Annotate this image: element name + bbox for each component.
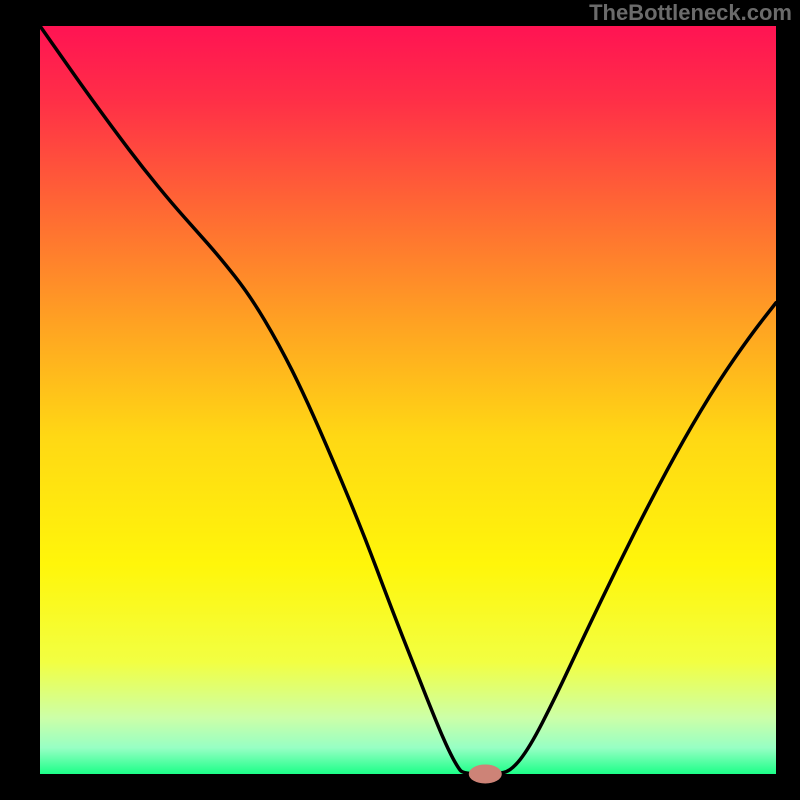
chart-stage: { "watermark": { "text": "TheBottleneck.…	[0, 0, 800, 800]
optimal-marker	[469, 765, 501, 783]
gradient-background	[40, 26, 776, 774]
bottleneck-chart	[0, 0, 800, 800]
